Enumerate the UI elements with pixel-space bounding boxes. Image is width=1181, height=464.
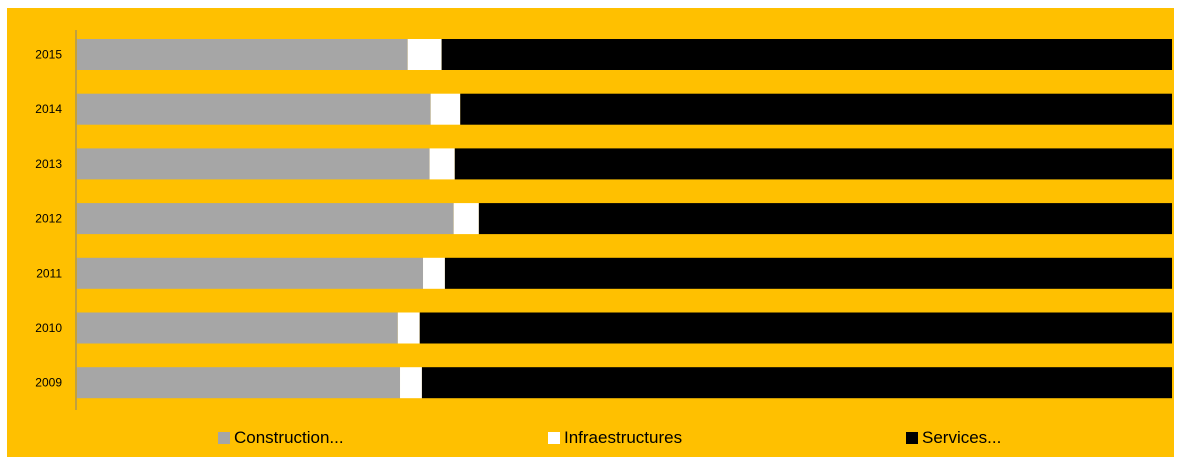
category-label: 2009 <box>35 376 62 390</box>
bar-2014-series-2 <box>460 94 1172 125</box>
bar-2010-series-0 <box>77 313 398 344</box>
legend-label-series-0: Construction... <box>234 428 344 447</box>
bar-2012-series-0 <box>77 203 454 234</box>
category-label: 2015 <box>35 48 62 62</box>
bar-2015-series-0 <box>77 39 408 70</box>
legend-swatch-series-1 <box>548 432 560 444</box>
bar-2010-series-1 <box>398 313 420 344</box>
category-label: 2010 <box>35 321 62 335</box>
category-label: 2013 <box>35 157 62 171</box>
bar-2013-series-1 <box>430 148 455 179</box>
bar-2015-series-2 <box>442 39 1172 70</box>
legend-swatch-series-2 <box>906 432 918 444</box>
legend-swatch-series-0 <box>218 432 230 444</box>
bar-2011-series-1 <box>423 258 445 289</box>
bar-2013-series-2 <box>455 148 1172 179</box>
bar-2009-series-1 <box>400 367 422 398</box>
bar-2014-series-0 <box>77 94 431 125</box>
legend-label-series-1: Infraestructures <box>564 428 682 447</box>
category-label: 2014 <box>35 102 62 116</box>
category-label: 2012 <box>35 212 62 226</box>
bar-2014-series-1 <box>431 94 461 125</box>
bar-2012-series-2 <box>479 203 1172 234</box>
bar-2010-series-2 <box>420 313 1172 344</box>
category-label: 2011 <box>36 266 62 280</box>
bar-2009-series-0 <box>77 367 400 398</box>
bar-2015-series-1 <box>408 39 442 70</box>
bar-2009-series-2 <box>422 367 1172 398</box>
bar-2012-series-1 <box>454 203 479 234</box>
bar-2011-series-2 <box>445 258 1172 289</box>
legend-label-series-2: Services... <box>922 428 1001 447</box>
bar-2011-series-0 <box>77 258 423 289</box>
bar-2013-series-0 <box>77 148 430 179</box>
